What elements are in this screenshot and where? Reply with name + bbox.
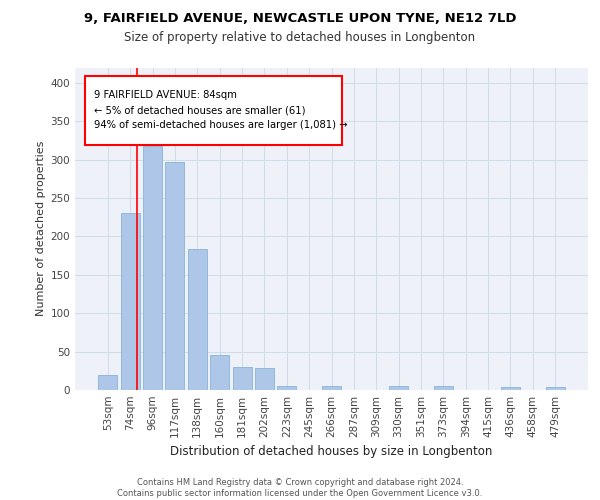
Bar — [255, 368, 274, 390]
Bar — [322, 386, 341, 390]
Bar — [233, 367, 251, 390]
Bar — [143, 146, 162, 390]
Text: 9 FAIRFIELD AVENUE: 84sqm
← 5% of detached houses are smaller (61)
94% of semi-d: 9 FAIRFIELD AVENUE: 84sqm ← 5% of detach… — [94, 90, 348, 130]
Bar — [501, 387, 520, 390]
Text: Size of property relative to detached houses in Longbenton: Size of property relative to detached ho… — [124, 31, 476, 44]
Bar — [121, 214, 140, 390]
Bar — [166, 162, 184, 390]
Bar — [98, 374, 118, 390]
Y-axis label: Number of detached properties: Number of detached properties — [36, 141, 46, 316]
Text: Contains HM Land Registry data © Crown copyright and database right 2024.
Contai: Contains HM Land Registry data © Crown c… — [118, 478, 482, 498]
FancyBboxPatch shape — [85, 76, 342, 145]
Bar — [434, 386, 453, 390]
Bar — [545, 387, 565, 390]
Bar — [188, 248, 207, 390]
Bar — [210, 354, 229, 390]
Bar — [389, 386, 408, 390]
Text: 9, FAIRFIELD AVENUE, NEWCASTLE UPON TYNE, NE12 7LD: 9, FAIRFIELD AVENUE, NEWCASTLE UPON TYNE… — [84, 12, 516, 26]
Bar — [277, 386, 296, 390]
X-axis label: Distribution of detached houses by size in Longbenton: Distribution of detached houses by size … — [170, 446, 493, 458]
